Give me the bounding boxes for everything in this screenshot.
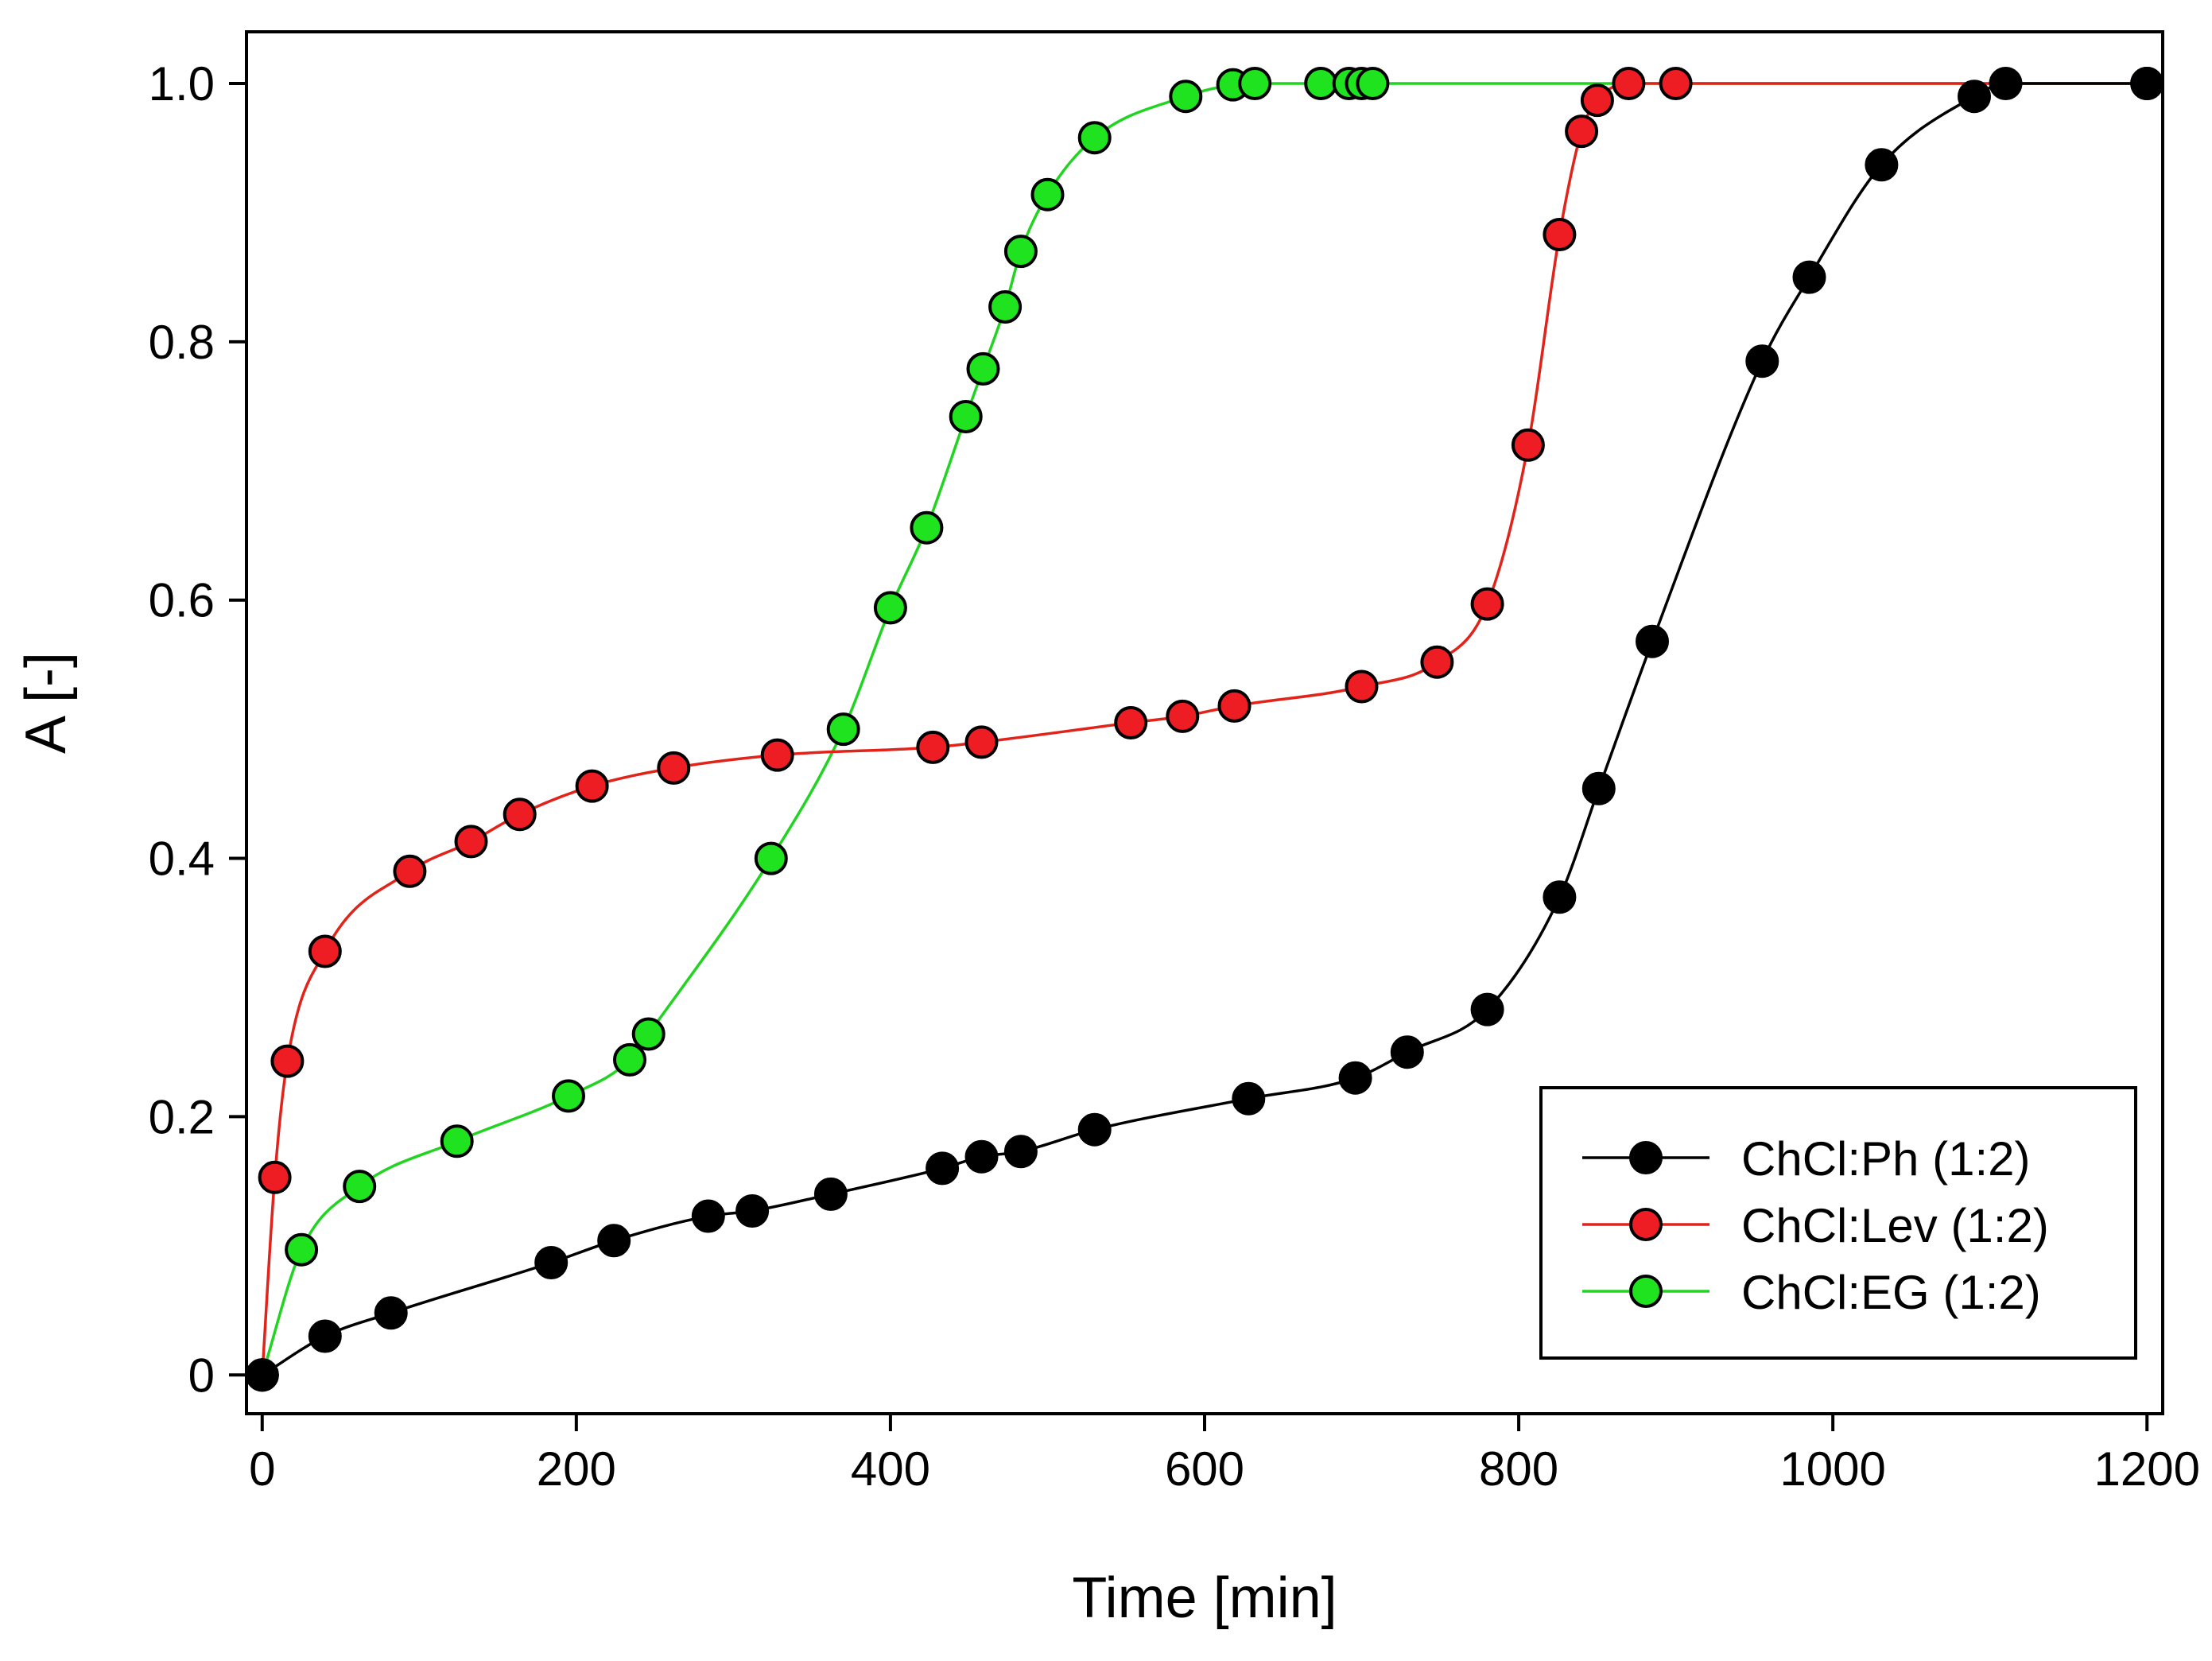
y-tick-label: 0.4: [149, 832, 215, 886]
y-tick-label: 1.0: [149, 57, 215, 111]
data-point: [1030, 177, 1065, 212]
data-point: [454, 825, 488, 859]
data-point: [873, 591, 907, 625]
x-tick-label: 1000: [1779, 1442, 1885, 1496]
data-point: [503, 798, 537, 832]
data-point: [1304, 67, 1338, 100]
data-point: [308, 1319, 342, 1353]
data-point: [1580, 83, 1614, 118]
data-point: [916, 730, 950, 764]
legend: ChCl:Ph (1:2) ChCl:Lev (1:2) ChCl:EG (1:2): [1539, 1086, 2137, 1360]
data-point: [534, 1246, 569, 1279]
data-point: [813, 1177, 848, 1211]
data-point: [735, 1194, 770, 1228]
data-point: [575, 769, 609, 803]
data-point: [754, 841, 788, 875]
data-point: [1659, 67, 1693, 100]
series-layer: [245, 67, 2164, 1392]
data-point: [1217, 689, 1252, 723]
data-point: [657, 751, 691, 785]
data-point: [597, 1224, 631, 1258]
y-axis-title: A [-]: [14, 652, 78, 754]
data-point: [1511, 428, 1545, 462]
data-point: [552, 1079, 585, 1113]
y-tick-label: 0.8: [149, 316, 215, 369]
data-point: [1565, 114, 1599, 149]
data-point: [760, 738, 794, 772]
x-axis: 0 200 400 600 800 1000 1200: [249, 1414, 2200, 1496]
data-point: [440, 1124, 474, 1158]
x-tick-label: 400: [851, 1442, 930, 1496]
data-point: [1989, 67, 2023, 100]
data-point: [1865, 148, 1899, 182]
data-point: [285, 1232, 319, 1267]
legend-label: ChCl:EG (1:2): [1741, 1266, 2041, 1319]
data-point: [1003, 1135, 1038, 1169]
data-point: [1470, 587, 1504, 621]
data-point: [613, 1042, 646, 1077]
data-point: [1345, 669, 1379, 704]
x-tick-label: 600: [1165, 1442, 1244, 1496]
data-point: [964, 725, 999, 759]
data-point: [1338, 1061, 1372, 1095]
data-point: [1166, 699, 1200, 733]
data-point: [964, 1139, 999, 1174]
data-point: [270, 1044, 305, 1078]
data-point: [245, 1358, 279, 1392]
y-axis: 0 0.2 0.4 0.6 0.8 1.0: [149, 57, 246, 1402]
data-point: [1169, 80, 1203, 114]
data-point: [343, 1170, 377, 1204]
data-point: [631, 1017, 666, 1051]
legend-marker: [1629, 1275, 1663, 1308]
data-point: [1581, 771, 1616, 805]
data-point: [1792, 260, 1826, 294]
data-point: [691, 1199, 725, 1233]
data-point: [1420, 645, 1454, 679]
data-point: [308, 934, 342, 968]
legend-marker: [1629, 1208, 1663, 1241]
data-point: [1470, 992, 1504, 1026]
data-point: [1077, 121, 1112, 155]
data-point: [1232, 1081, 1266, 1116]
legend-marker: [1629, 1141, 1663, 1174]
data-point: [1356, 67, 1390, 100]
data-point: [1003, 235, 1038, 269]
x-tick-label: 800: [1479, 1442, 1558, 1496]
x-tick-label: 0: [249, 1442, 275, 1496]
x-tick-label: 200: [537, 1442, 616, 1496]
data-point: [258, 1160, 292, 1194]
y-tick-label: 0.2: [149, 1090, 215, 1143]
data-point: [393, 854, 427, 888]
data-point: [1745, 344, 1779, 378]
y-tick-label: 0.6: [149, 574, 215, 627]
data-point: [1390, 1035, 1424, 1069]
data-point: [966, 351, 1000, 386]
data-point: [1636, 624, 1669, 658]
data-point: [826, 712, 860, 747]
data-point: [1114, 706, 1148, 739]
data-point: [2130, 67, 2164, 100]
x-tick-label: 1200: [2094, 1442, 2200, 1496]
data-point: [374, 1296, 408, 1330]
data-point: [988, 290, 1023, 324]
data-point: [1958, 80, 1991, 114]
x-axis-title: Time [min]: [1072, 1566, 1337, 1630]
data-point: [926, 1151, 960, 1186]
data-point: [949, 400, 983, 433]
data-point: [1238, 67, 1272, 100]
data-point: [1612, 67, 1646, 100]
legend-label: ChCl:Lev (1:2): [1741, 1199, 2049, 1252]
data-point: [1543, 880, 1577, 914]
data-point: [910, 510, 944, 545]
data-point: [1543, 218, 1577, 251]
data-point: [1077, 1112, 1112, 1147]
y-tick-label: 0: [188, 1349, 215, 1402]
legend-label: ChCl:Ph (1:2): [1741, 1132, 2030, 1186]
